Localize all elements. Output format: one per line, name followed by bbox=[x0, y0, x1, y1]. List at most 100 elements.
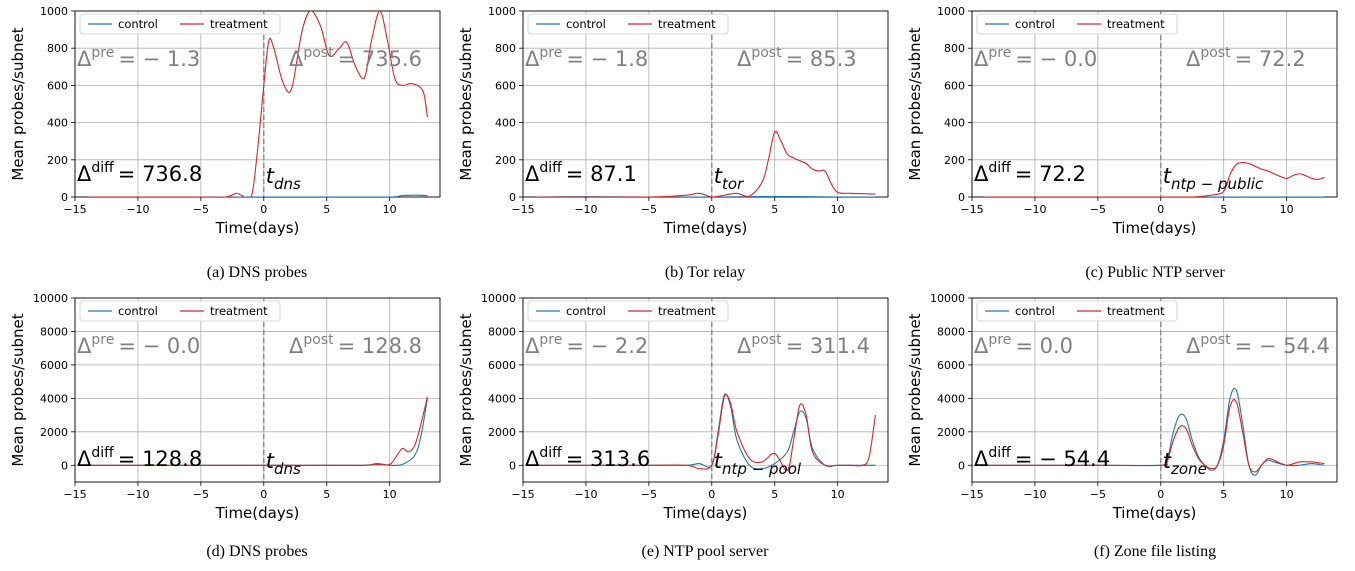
x-tick-label: 10 bbox=[831, 488, 845, 501]
legend: control treatment bbox=[527, 13, 729, 35]
post-delta-annotation: Δpost = 311.4 bbox=[737, 332, 870, 358]
axes-frame bbox=[522, 297, 889, 483]
post-delta-annotation-symbol: Δ bbox=[289, 47, 304, 71]
pre-delta-annotation-value: = − 2.2 bbox=[566, 334, 648, 358]
x-tick-label: −5 bbox=[193, 488, 209, 501]
event-time-subscript: dns bbox=[274, 175, 301, 193]
legend-label-treatment: treatment bbox=[1107, 304, 1165, 318]
pre-delta-annotation: Δpre = − 1.8 bbox=[525, 45, 648, 71]
post-delta-annotation-value: = − 54.4 bbox=[1235, 334, 1330, 358]
y-tick-label: 400 bbox=[944, 117, 965, 130]
panel-caption: (f) Zone file listing bbox=[1094, 543, 1216, 560]
diff-delta-annotation-superscript: diff bbox=[539, 445, 562, 461]
y-tick-label: 600 bbox=[944, 79, 965, 92]
pre-delta-annotation-superscript: pre bbox=[91, 45, 114, 61]
y-tick-label: 600 bbox=[495, 79, 516, 92]
y-tick-label: 6000 bbox=[488, 359, 516, 372]
series-line-treatment bbox=[87, 11, 428, 197]
y-tick-label: 0 bbox=[61, 459, 68, 472]
y-tick-label: 8000 bbox=[937, 325, 965, 338]
y-tick-label: 8000 bbox=[40, 325, 68, 338]
x-tick-label: 0 bbox=[260, 203, 267, 216]
y-tick-label: 200 bbox=[495, 154, 516, 167]
y-axis-label: Mean probes/subnet bbox=[906, 27, 924, 180]
pre-delta-annotation-value: = − 1.8 bbox=[566, 47, 648, 71]
x-axis-label: Time(days) bbox=[215, 504, 300, 522]
x-tick-label: 0 bbox=[1157, 488, 1164, 501]
y-tick-label: 10000 bbox=[930, 292, 965, 305]
chart-panel: −15 −10 −5 0 5 10 0 2000 4000 6000 8000 10000 Time(d… bbox=[9, 292, 441, 560]
series-line-treatment bbox=[535, 394, 876, 471]
diff-delta-annotation-value: = 736.8 bbox=[118, 162, 202, 186]
y-axis-label: Mean probes/subnet bbox=[9, 27, 27, 180]
post-delta-annotation: Δpost = 128.8 bbox=[289, 332, 422, 358]
legend: control treatment bbox=[79, 300, 281, 322]
legend-label-treatment: treatment bbox=[658, 304, 716, 318]
pre-delta-annotation-value: = 0.0 bbox=[1015, 334, 1073, 358]
y-tick-label: 4000 bbox=[40, 392, 68, 405]
x-tick-label: 0 bbox=[708, 203, 715, 216]
x-tick-label: −5 bbox=[641, 488, 657, 501]
y-tick-label: 2000 bbox=[488, 426, 516, 439]
x-tick-label: −10 bbox=[1023, 488, 1046, 501]
y-axis-label: Mean probes/subnet bbox=[457, 27, 475, 180]
post-delta-annotation-superscript: post bbox=[751, 332, 782, 348]
diff-delta-annotation-value: = 87.1 bbox=[566, 162, 637, 186]
y-tick-label: 1000 bbox=[937, 5, 965, 18]
diff-delta-annotation-value: = 128.8 bbox=[118, 447, 202, 471]
x-tick-label: −5 bbox=[641, 203, 657, 216]
y-axis-label: Mean probes/subnet bbox=[906, 313, 924, 466]
panel-caption: (e) NTP pool server bbox=[642, 543, 770, 560]
event-time-label: tdns bbox=[266, 449, 301, 478]
event-time-symbol: t bbox=[266, 164, 275, 188]
event-time-label: ttor bbox=[714, 164, 744, 193]
y-tick-label: 600 bbox=[47, 79, 68, 92]
x-tick-label: −10 bbox=[574, 203, 597, 216]
y-axis-label: Mean probes/subnet bbox=[9, 313, 27, 466]
post-delta-annotation: Δpost = 85.3 bbox=[737, 45, 857, 71]
event-time-label: tntp − pool bbox=[714, 449, 802, 478]
y-tick-label: 800 bbox=[495, 42, 516, 55]
diff-delta-annotation-superscript: diff bbox=[539, 160, 562, 176]
post-delta-annotation-value: = 72.2 bbox=[1235, 47, 1306, 71]
diff-delta-annotation-superscript: diff bbox=[91, 160, 114, 176]
y-tick-label: 6000 bbox=[40, 359, 68, 372]
post-delta-annotation-symbol: Δ bbox=[737, 334, 752, 358]
post-delta-annotation-superscript: post bbox=[751, 45, 782, 61]
legend-label-treatment: treatment bbox=[1107, 17, 1165, 31]
post-delta-annotation-symbol: Δ bbox=[289, 334, 304, 358]
x-axis-label: Time(days) bbox=[663, 504, 748, 522]
diff-delta-annotation: Δdiff = 313.6 bbox=[525, 445, 650, 471]
x-tick-label: −5 bbox=[193, 203, 209, 216]
axes-frame bbox=[74, 297, 441, 483]
post-delta-annotation-value: = 85.3 bbox=[786, 47, 857, 71]
event-time-symbol: t bbox=[714, 164, 723, 188]
x-tick-label: 10 bbox=[383, 203, 397, 216]
legend-label-control: control bbox=[566, 17, 606, 31]
pre-delta-annotation-symbol: Δ bbox=[974, 334, 989, 358]
event-time-subscript: tor bbox=[722, 175, 744, 193]
x-tick-label: 0 bbox=[708, 488, 715, 501]
y-tick-label: 6000 bbox=[937, 359, 965, 372]
legend: control treatment bbox=[976, 300, 1178, 322]
post-delta-annotation: Δpost = 735.6 bbox=[289, 45, 422, 71]
event-time-symbol: t bbox=[1163, 449, 1172, 473]
y-tick-label: 800 bbox=[47, 42, 68, 55]
pre-delta-annotation-superscript: pre bbox=[539, 45, 562, 61]
diff-delta-annotation: Δdiff = 72.2 bbox=[974, 160, 1086, 186]
post-delta-annotation-superscript: post bbox=[1200, 45, 1231, 61]
x-tick-label: −15 bbox=[511, 203, 534, 216]
pre-delta-annotation-value: = − 1.3 bbox=[118, 47, 200, 71]
y-tick-label: 2000 bbox=[40, 426, 68, 439]
event-time-symbol: t bbox=[714, 449, 723, 473]
diff-delta-annotation-symbol: Δ bbox=[77, 447, 92, 471]
pre-delta-annotation-symbol: Δ bbox=[77, 334, 92, 358]
post-delta-annotation-value: = 128.8 bbox=[338, 334, 422, 358]
x-tick-label: −15 bbox=[63, 488, 86, 501]
x-tick-label: −15 bbox=[63, 203, 86, 216]
pre-delta-annotation-superscript: pre bbox=[91, 332, 114, 348]
diff-delta-annotation-value: = 313.6 bbox=[566, 447, 650, 471]
pre-delta-annotation-value: = − 0.0 bbox=[118, 334, 200, 358]
pre-delta-annotation-symbol: Δ bbox=[525, 47, 540, 71]
post-delta-annotation-superscript: post bbox=[1200, 332, 1231, 348]
